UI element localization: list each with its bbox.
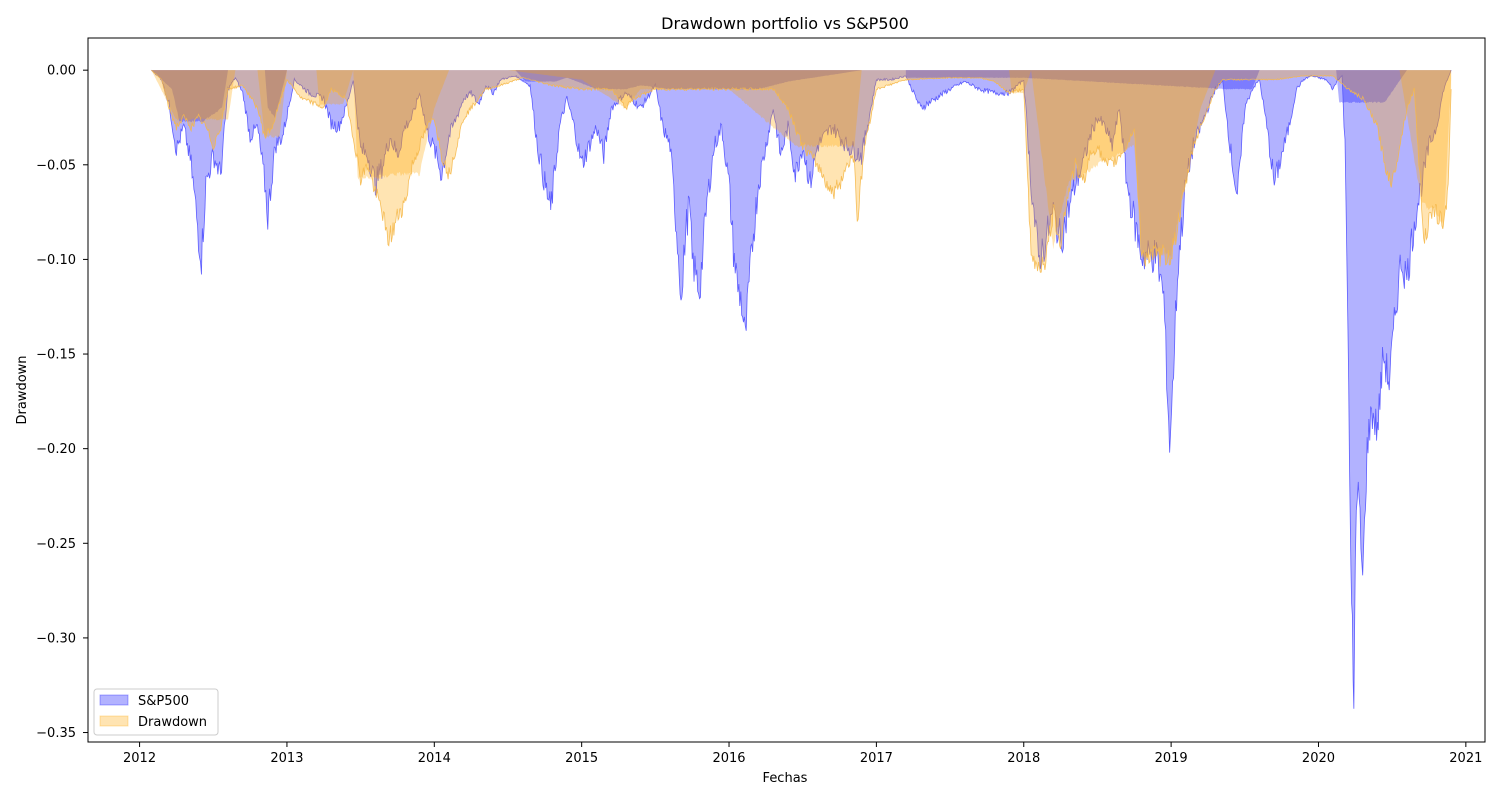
y-axis-label: Drawdown [15,355,30,424]
plot-frame [87,37,1486,743]
legend-box [93,688,219,736]
x-tick-label: 2021 [1449,751,1482,766]
legend-label-drawdown: Drawdown [138,715,207,730]
y-tick-label: −0.15 [36,348,76,363]
series-sp500-area [151,70,1452,709]
legend-swatch-drawdown [99,715,129,727]
y-tick-label: 0.00 [47,64,76,79]
x-axis: 2012 2013 2014 2015 2016 2017 2018 2019 2020 2021 [123,742,1482,766]
series-drawdown-base-area [151,70,1452,260]
x-tick-label: 2018 [1007,751,1040,766]
series-drawdown [151,69,1452,273]
y-tick-label: −0.35 [36,726,76,741]
y-axis: 0.00 −0.05 −0.10 −0.15 −0.20 −0.25 −0.30 −0.35 [36,64,88,741]
series-sp500-line [151,69,1452,709]
legend-label-sp500: S&P500 [138,694,189,709]
y-tick-label: −0.05 [36,158,76,173]
series-drawdown-line [151,69,1452,273]
series-sp500-base-area [151,70,1407,123]
x-tick-label: 2012 [123,751,156,766]
chart-title: Drawdown portfolio vs S&P500 [661,14,909,33]
plot-series [151,69,1452,709]
series-drawdown-area [151,70,1452,273]
legend: S&P500 Drawdown [93,688,219,736]
x-tick-label: 2017 [860,751,893,766]
x-tick-label: 2016 [712,751,745,766]
y-tick-label: −0.20 [36,442,76,457]
x-tick-label: 2019 [1155,751,1188,766]
x-axis-label: Fechas [763,771,808,786]
y-tick-label: −0.10 [36,253,76,268]
y-tick-label: −0.30 [36,631,76,646]
series-sp500 [151,69,1452,709]
x-tick-label: 2014 [418,751,451,766]
x-tick-label: 2013 [270,751,303,766]
legend-swatch-sp500 [99,694,129,706]
x-tick-label: 2020 [1302,751,1335,766]
y-tick-label: −0.25 [36,537,76,552]
x-tick-label: 2015 [565,751,598,766]
